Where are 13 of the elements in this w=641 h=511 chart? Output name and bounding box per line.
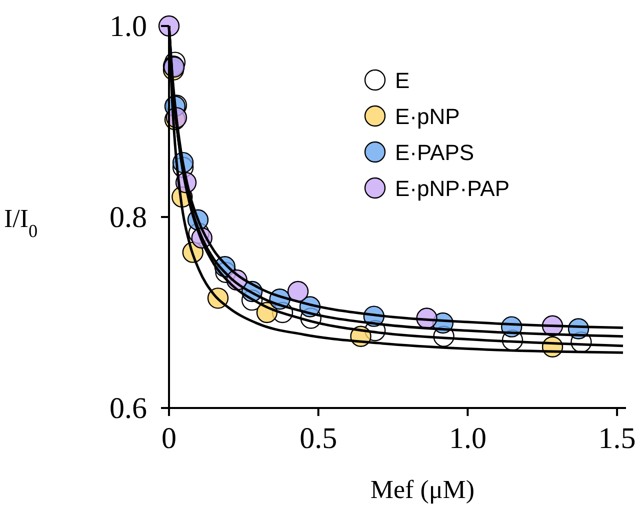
x-tick-label: 1.5 bbox=[598, 422, 636, 455]
x-tick-label: 1.0 bbox=[448, 422, 486, 455]
legend-label: E·pNP·PAP bbox=[395, 176, 510, 201]
legend-label: E bbox=[395, 68, 410, 93]
legend-label: E·PAPS bbox=[395, 140, 474, 165]
x-axis-title: Mef (μM) bbox=[370, 475, 475, 504]
y-tick-label: 1.0 bbox=[110, 10, 147, 43]
x-tick-label: 0 bbox=[162, 422, 176, 455]
y-tick-label: 0.6 bbox=[110, 392, 147, 425]
y-tick-label: 0.8 bbox=[110, 201, 147, 234]
legend-label: E·pNP bbox=[395, 104, 460, 129]
y-axis-title: I/I$_{0}$ bbox=[4, 204, 38, 241]
x-tick-label: 0.5 bbox=[300, 422, 338, 455]
